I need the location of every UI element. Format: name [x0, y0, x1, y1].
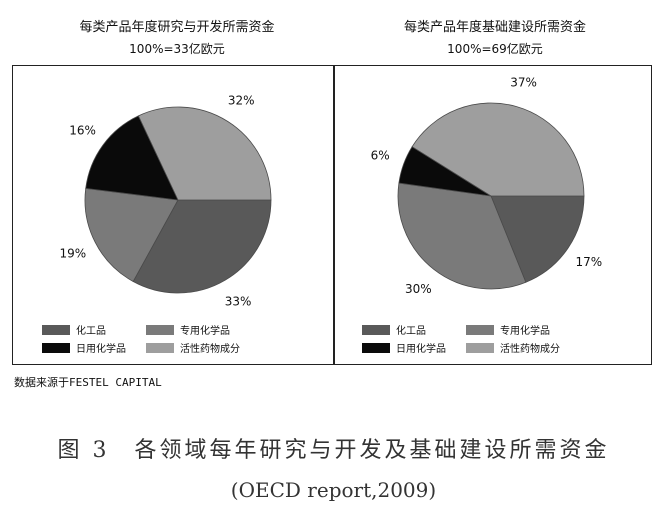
- chart-frame: [12, 65, 652, 365]
- pie-slice-api: [137, 106, 272, 201]
- legend-swatch: [466, 342, 494, 353]
- legend-label: 化工品: [396, 326, 426, 337]
- legend-swatch: [362, 342, 390, 353]
- pie-slice-chemicals: [132, 199, 272, 294]
- left-chart-title: 每类产品年度研究与开发所需资金: [79, 20, 275, 35]
- right-chart-title: 每类产品年度基础建设所需资金: [403, 20, 586, 35]
- legend-label: 活性药物成分: [180, 344, 240, 355]
- legend-item-consumer: 日用化学品: [42, 340, 126, 355]
- legend-swatch: [146, 342, 174, 353]
- legend-swatch: [466, 324, 494, 335]
- pie-label-consumer: 6%: [371, 149, 390, 163]
- legend-item-specialty: 专用化学品: [466, 322, 550, 337]
- figure-caption: 图 3 各领域每年研究与开发及基础建设所需资金: [57, 438, 610, 463]
- legend-swatch: [362, 324, 390, 335]
- legend-swatch: [42, 324, 70, 335]
- pie-slice-specialty: [397, 182, 527, 290]
- legend-swatch: [42, 342, 70, 353]
- pie-slice-chemicals: [490, 195, 585, 283]
- legend-label: 专用化学品: [180, 326, 230, 337]
- legend-swatch: [146, 324, 174, 335]
- legend-label: 专用化学品: [500, 326, 550, 337]
- legend-item-specialty: 专用化学品: [146, 322, 230, 337]
- data-source-note: 数据来源于FESTEL CAPITAL: [14, 376, 162, 389]
- legend-label: 日用化学品: [76, 344, 126, 355]
- pie-slice-specialty: [84, 187, 179, 283]
- pie-label-chemicals: 33%: [225, 295, 252, 309]
- pie-slice-consumer: [85, 115, 179, 201]
- legend-item-api: 活性药物成分: [466, 340, 560, 355]
- legend-item-chemicals: 化工品: [42, 322, 106, 337]
- legend-item-chemicals: 化工品: [362, 322, 426, 337]
- pie-label-specialty: 30%: [405, 282, 432, 296]
- panel-divider: [333, 66, 335, 364]
- pie-label-api: 32%: [228, 93, 255, 107]
- right-chart-subtitle: 100%=69亿欧元: [447, 42, 543, 56]
- legend-label: 化工品: [76, 326, 106, 337]
- legend-label: 活性药物成分: [500, 344, 560, 355]
- right-pie-chart: 17% 30% 6% 37%: [371, 76, 603, 296]
- left-chart-subtitle: 100%=33亿欧元: [129, 42, 225, 56]
- pie-label-specialty: 19%: [60, 247, 87, 261]
- legend-label: 日用化学品: [396, 344, 446, 355]
- pie-label-api: 37%: [510, 76, 537, 90]
- pie-slice-api: [411, 102, 585, 197]
- pie-label-consumer: 16%: [69, 124, 96, 138]
- left-pie-chart: 33% 19% 16% 32%: [60, 93, 272, 309]
- legend-item-consumer: 日用化学品: [362, 340, 446, 355]
- pie-label-chemicals: 17%: [575, 255, 602, 269]
- legend-item-api: 活性药物成分: [146, 340, 240, 355]
- figure-caption-reference: (OECD report,2009): [230, 478, 437, 502]
